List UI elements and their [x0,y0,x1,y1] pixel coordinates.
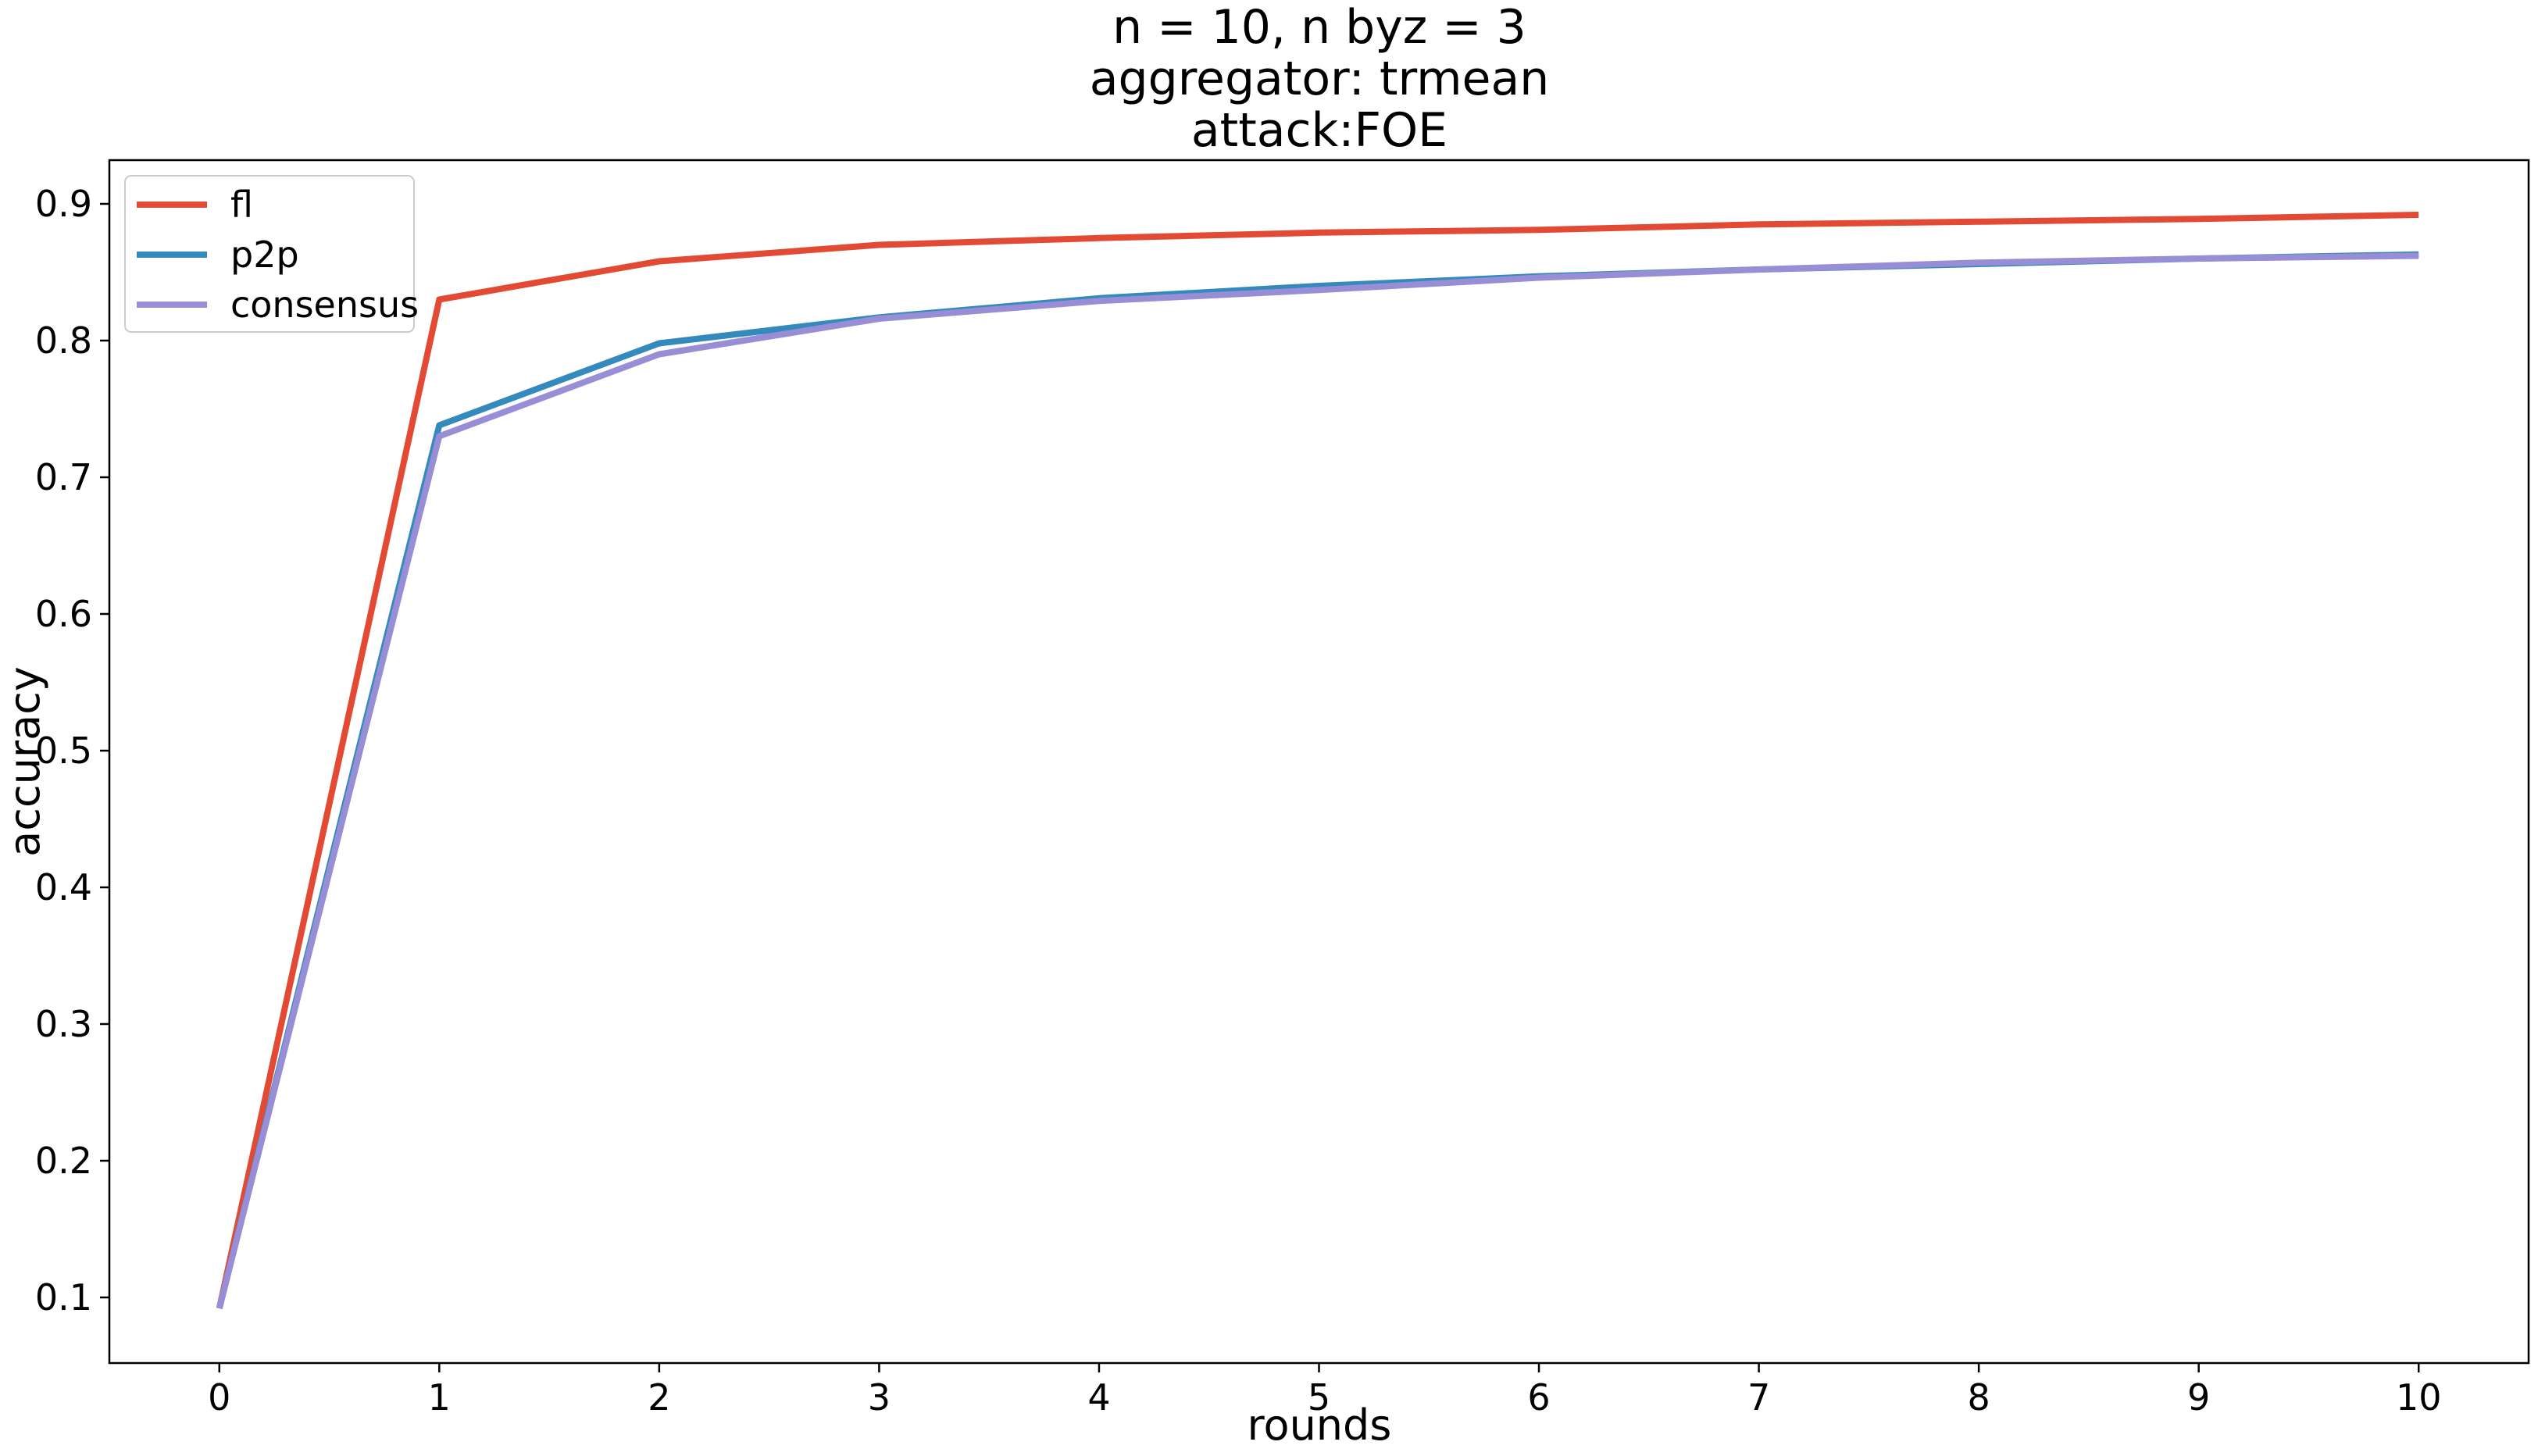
legend-box [124,175,415,333]
x-tick-label: 5 [1308,1376,1330,1419]
y-tick-label: 0.7 [35,456,92,498]
x-tick-label: 2 [648,1376,670,1419]
y-tick-label: 0.1 [35,1276,92,1319]
chart-title: n = 10, n byz = 3 aggregator: trmean att… [1090,0,1550,158]
x-tick-label: 6 [1527,1376,1550,1419]
legend-label-consensus: consensus [230,284,419,326]
series-lines [216,212,2419,1309]
legend-label-fl: fl [230,184,253,226]
x-tick-label: 4 [1087,1376,1110,1419]
y-tick-label: 0.9 [35,183,92,225]
y-axis-label: accuracy [0,666,49,857]
y-tick-label: 0.5 [35,730,92,772]
series-line-fl [216,212,2419,1309]
y-tick-label: 0.2 [35,1140,92,1182]
y-tick-label: 0.4 [35,866,92,908]
series-line-consensus [216,252,2419,1309]
x-tick-label: 10 [2396,1376,2442,1419]
title-line-1: n = 10, n byz = 3 [1112,0,1526,55]
x-tick-label: 0 [208,1376,230,1419]
legend-label-p2p: p2p [230,234,299,276]
y-tick-label: 0.8 [35,319,92,362]
legend: fl p2p consensus [124,175,419,333]
x-tick-label: 3 [868,1376,891,1419]
title-line-2: aggregator: trmean [1090,52,1550,106]
x-tick-label: 8 [1967,1376,1990,1419]
y-tick-label: 0.3 [35,1003,92,1045]
x-tick-label: 1 [428,1376,451,1419]
y-tick-label: 0.6 [35,593,92,635]
y-axis-ticks: 0.1 0.2 0.3 0.4 0.5 0.6 0.7 0.8 0.9 [35,183,109,1319]
title-line-3: attack:FOE [1191,103,1447,158]
x-axis-label: rounds [1248,1401,1392,1450]
x-axis-ticks: 0 1 2 3 4 5 6 7 8 9 10 [208,1363,2442,1419]
series-line-p2p [216,251,2419,1309]
plot-area-frame [108,159,2530,1365]
x-tick-label: 7 [1747,1376,1770,1419]
x-tick-label: 9 [2187,1376,2210,1419]
